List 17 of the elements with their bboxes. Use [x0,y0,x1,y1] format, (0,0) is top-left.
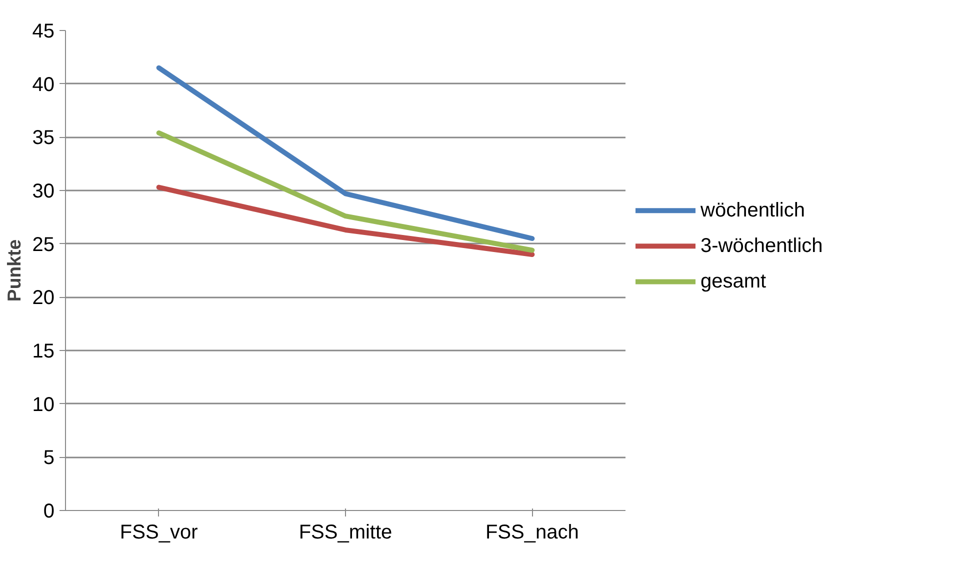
legend-label: 3-wöchentlich [700,235,823,258]
y-tick-label: 45 [32,20,55,42]
y-tick-label: 0 [43,500,54,522]
y-tick-label: 15 [32,340,55,362]
y-tick-label: 40 [32,74,55,96]
legend-label: gesamt [700,270,767,293]
x-tick-label: FSS_mitte [298,522,392,544]
y-tick-label: 25 [32,234,55,256]
y-tick-label: 20 [32,287,55,310]
y-tick-label: 35 [32,127,55,150]
y-tick-label: 5 [43,447,54,470]
y-tick-label: 30 [32,180,55,202]
y-axis-title: Punkte [3,239,24,302]
y-tick-label: 10 [32,394,55,416]
x-tick-label: FSS_vor [120,522,198,544]
x-tick-label: FSS_nach [485,522,579,544]
legend-label: wöchentlich [700,200,806,222]
